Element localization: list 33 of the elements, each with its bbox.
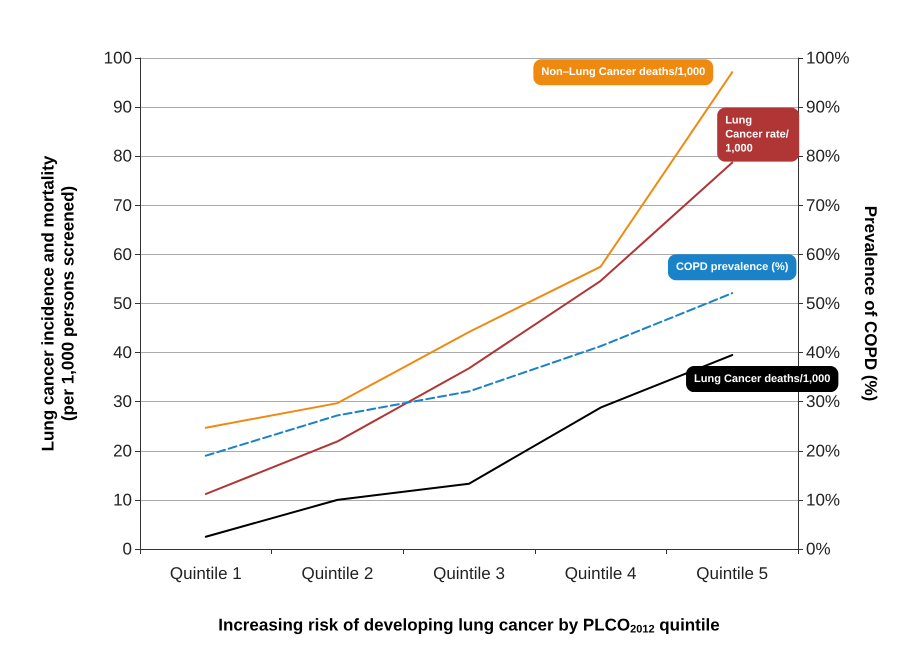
y-tick-label: 60 — [113, 244, 132, 264]
x-tick-label: Quintile 4 — [564, 564, 637, 583]
y-tick-label: 90 — [113, 98, 132, 117]
x-tick-label: Quintile 2 — [301, 564, 374, 583]
y2-tick-label: 100% — [806, 48, 850, 68]
series-label: Lung Cancer rate/1,000 — [725, 114, 789, 155]
y2-tick-label: 10% — [806, 490, 840, 510]
y-tick-label: 40 — [113, 343, 132, 362]
y-tick-label: 30 — [113, 392, 132, 412]
x-tick-label: Quintile 5 — [696, 564, 768, 583]
y2-tick-label: 20% — [806, 441, 840, 460]
x-tick-label: Quintile 3 — [433, 564, 505, 583]
series-label: Non–Lung Cancer deaths/1,000 — [541, 66, 706, 78]
series-label: Lung Cancer deaths/1,000 — [694, 373, 830, 386]
y2-tick-label: 30% — [806, 392, 840, 412]
y2-axis-title: Prevalence of COPD (%) — [860, 206, 880, 402]
y-tick-label: 0 — [122, 540, 132, 558]
y2-tick-label: 80% — [806, 146, 840, 166]
y2-tick-label: 60% — [806, 244, 840, 264]
x-tick-label: Quintile 1 — [170, 564, 242, 583]
y2-tick-label: 50% — [806, 294, 840, 313]
y2-tick-label: 40% — [806, 343, 840, 362]
y-tick-label: 80 — [113, 146, 132, 166]
y-tick-label: 20 — [113, 441, 132, 460]
y2-tick-label: 90% — [806, 98, 840, 117]
y-tick-label: 100 — [104, 48, 132, 68]
y-tick-label: 50 — [113, 294, 132, 313]
y-tick-label: 70 — [113, 196, 132, 215]
y2-tick-label: 70% — [806, 196, 840, 215]
y2-tick-label: 0% — [806, 540, 831, 558]
y-tick-label: 10 — [113, 490, 132, 510]
y-axis-title: Lung cancer incidence and mortality (per 1,000 persons screened) — [38, 155, 78, 452]
text: COPD prevalence (%) — [676, 261, 789, 274]
